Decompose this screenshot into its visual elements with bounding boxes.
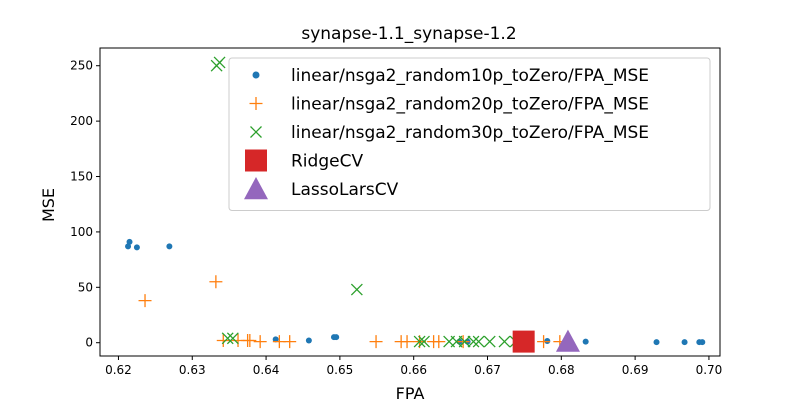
y-axis-label: MSE (39, 188, 58, 222)
data-point (582, 338, 589, 345)
y-tick-label: 250 (70, 59, 93, 73)
legend-item: linear/nsga2_random30p_toZero/FPA_MSE (250, 123, 649, 143)
y-axis: 0 50 100 150 200 250 (70, 59, 100, 350)
data-point (432, 335, 446, 349)
data-point (216, 333, 230, 347)
x-axis: 0.62 0.63 0.64 0.65 0.66 0.67 0.68 0.69 0.70 (105, 356, 722, 377)
data-point (418, 335, 430, 348)
legend-item: RidgeCV (245, 149, 363, 172)
y-tick-label: 200 (70, 114, 93, 128)
data-point (272, 336, 279, 343)
legend-marker (249, 97, 263, 110)
legend-item: LassoLarsCV (244, 177, 399, 200)
data-point (350, 283, 363, 296)
data-point (483, 335, 496, 348)
legend-marker (244, 177, 268, 200)
y-tick-label: 100 (70, 225, 93, 239)
series-3 (210, 56, 522, 348)
legend-marker (250, 126, 262, 138)
data-point (283, 335, 297, 349)
y-tick-label: 0 (85, 336, 93, 350)
x-tick-label: 0.68 (548, 363, 575, 377)
x-tick-label: 0.69 (622, 363, 649, 377)
data-point (166, 243, 173, 250)
data-point (243, 333, 257, 347)
data-point (209, 275, 223, 289)
series-2 (138, 275, 567, 349)
series-5 (555, 329, 580, 352)
x-tick-label: 0.62 (105, 363, 132, 377)
data-point (555, 329, 580, 352)
data-point (653, 339, 660, 346)
data-point (498, 335, 511, 348)
chart-title: synapse-1.1_synapse-1.2 (301, 24, 516, 44)
data-point (138, 294, 152, 308)
data-point (681, 339, 688, 346)
legend-label: linear/nsga2_random10p_toZero/FPA_MSE (291, 66, 649, 86)
x-tick-label: 0.63 (179, 363, 206, 377)
legend-label: linear/nsga2_random20p_toZero/FPA_MSE (291, 95, 649, 115)
data-point (413, 335, 426, 348)
x-tick-label: 0.64 (253, 363, 280, 377)
legend-label: linear/nsga2_random30p_toZero/FPA_MSE (291, 123, 649, 143)
data-point (226, 332, 239, 345)
data-point (699, 339, 706, 346)
data-point (472, 335, 485, 348)
data-point (253, 335, 267, 349)
plot-area (99, 47, 721, 357)
x-axis-label: FPA (396, 384, 425, 400)
legend-label: LassoLarsCV (291, 180, 399, 200)
series-4 (512, 330, 535, 353)
data-point (467, 335, 480, 348)
legend-marker (245, 149, 267, 172)
data-point (458, 335, 471, 348)
series-1 (125, 238, 706, 346)
data-point (512, 330, 535, 353)
data-point (369, 335, 383, 349)
data-point (133, 244, 140, 251)
x-tick-label: 0.67 (474, 363, 501, 377)
legend: linear/nsga2_random10p_toZero/FPA_MSElin… (228, 57, 711, 211)
data-point (305, 337, 312, 344)
x-tick-label: 0.66 (400, 363, 427, 377)
legend-item: linear/nsga2_random20p_toZero/FPA_MSE (249, 95, 649, 115)
x-tick-label: 0.70 (696, 363, 723, 377)
data-point (456, 335, 470, 349)
y-tick-label: 50 (78, 280, 93, 294)
x-tick-label: 0.65 (327, 363, 354, 377)
data-point (333, 334, 340, 341)
data-point (221, 332, 234, 345)
y-tick-label: 150 (70, 170, 93, 184)
legend-marker (252, 71, 260, 79)
plot-frame (99, 47, 721, 357)
data-point (537, 335, 551, 349)
legend-label: RidgeCV (291, 152, 363, 172)
legend-item: linear/nsga2_random10p_toZero/FPA_MSE (252, 66, 649, 86)
data-point (126, 238, 133, 245)
data-point (400, 335, 414, 349)
legend-box (228, 57, 711, 211)
data-point (213, 56, 226, 69)
